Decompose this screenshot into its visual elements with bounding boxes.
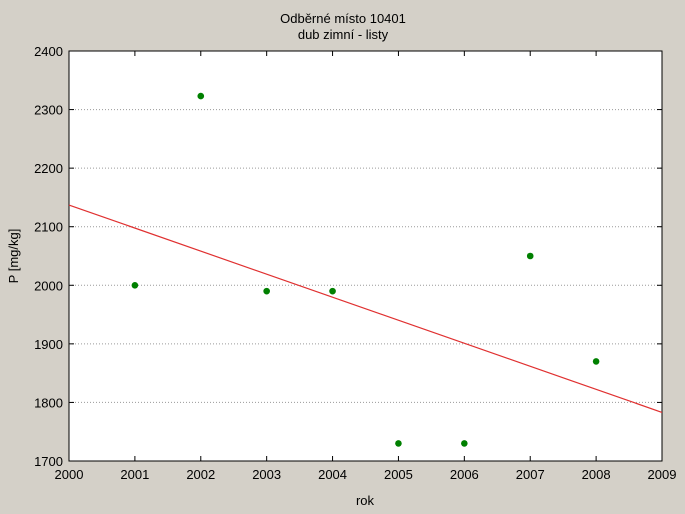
y-axis-label: P [mg/kg]: [6, 229, 21, 284]
trendline-group: [68, 204, 663, 413]
y-tick-label: 1900: [34, 337, 63, 352]
data-point: [131, 281, 139, 289]
chart-subtitle: dub zimní - listy: [298, 27, 389, 42]
x-tick-label: 2006: [450, 467, 479, 482]
x-axis-label: rok: [356, 493, 375, 508]
x-tick-label: 2008: [582, 467, 611, 482]
y-tick-label: 2300: [34, 103, 63, 118]
trend-line: [68, 204, 663, 413]
y-tick-label: 2200: [34, 161, 63, 176]
data-point: [263, 287, 270, 295]
data-point: [329, 287, 336, 295]
data-points: [131, 92, 600, 447]
x-tick-label: 2009: [648, 467, 677, 482]
x-tick-label: 2005: [384, 467, 413, 482]
plot-area: [68, 50, 663, 462]
x-tick-label: 2002: [186, 467, 215, 482]
data-point: [395, 440, 402, 447]
data-point: [197, 92, 205, 100]
y-tick-label: 2400: [34, 44, 63, 59]
y-tick-label: 2100: [34, 220, 63, 235]
x-tick-label: 2003: [252, 467, 281, 482]
chart-title: Odběrné místo 10401: [280, 11, 406, 26]
x-tick-label: 2000: [55, 467, 84, 482]
x-tick-label: 2004: [318, 467, 347, 482]
y-tick-label: 1700: [34, 454, 63, 469]
y-tick-label: 2000: [34, 278, 63, 293]
x-axis-ticks: 2000 2001 2002 2003 2004 2005 2006 2007 2008 2009: [55, 51, 677, 482]
x-tick-label: 2007: [516, 467, 545, 482]
data-point: [592, 358, 600, 365]
data-point: [461, 440, 468, 447]
data-point: [526, 252, 534, 260]
x-tick-label: 2001: [120, 467, 149, 482]
y-axis-ticks: 1700 1800 1900 2000 2100 2200 2300 2400: [34, 44, 662, 469]
y-tick-label: 1800: [34, 395, 63, 410]
